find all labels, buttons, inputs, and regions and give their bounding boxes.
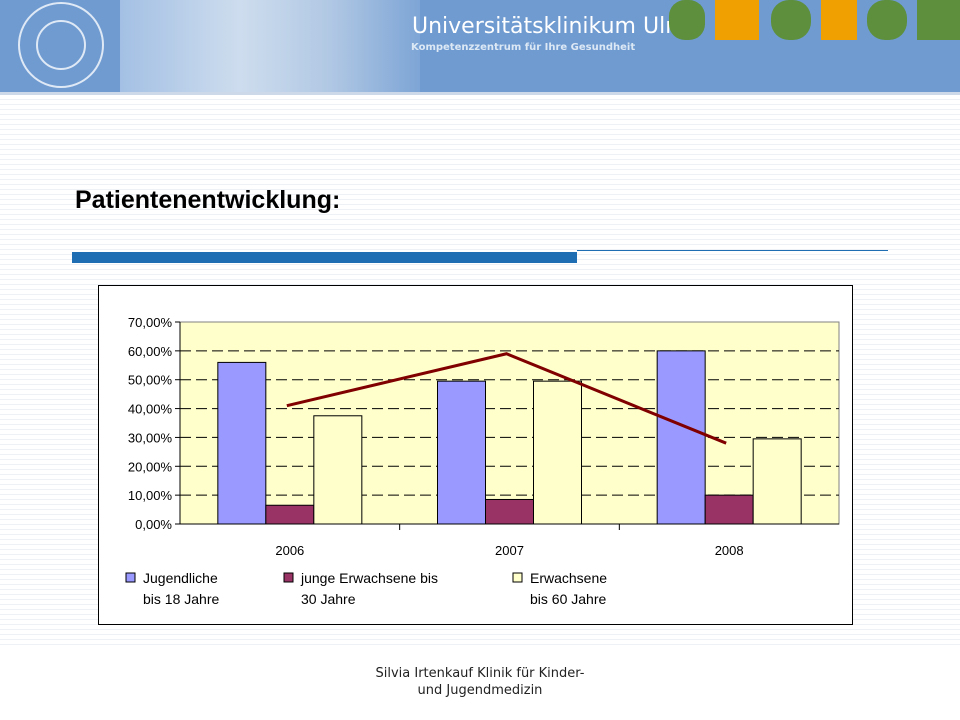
bar: [437, 380, 486, 525]
legend-swatch: [512, 572, 523, 583]
y-tick-label: 40,00%: [128, 402, 173, 417]
page-title: Patientenentwicklung:: [75, 186, 341, 214]
brand-title: Universitätsklinikum Ulm: [412, 14, 687, 39]
bar: [533, 380, 582, 525]
footer-credit: Silvia Irtenkauf Klinik für Kinder- und …: [330, 665, 630, 699]
title-underline-thick: [72, 252, 577, 263]
decor-pattern-icon: [669, 0, 960, 40]
x-tick-label: 2007: [495, 543, 524, 558]
legend-label: Jugendliche: [143, 570, 218, 586]
bar: [752, 438, 802, 525]
x-tick-label: 2006: [275, 543, 304, 558]
y-tick-label: 0,00%: [135, 517, 172, 532]
plot-area: [179, 321, 840, 525]
title-underline-thin: [577, 250, 888, 251]
legend-swatch: [125, 572, 136, 583]
header-photo: [120, 0, 420, 92]
bar: [217, 361, 267, 525]
legend-label: Erwachsene: [530, 570, 607, 586]
bar: [313, 415, 363, 525]
bar: [265, 504, 315, 525]
footer-line-2: und Jugendmedizin: [417, 683, 543, 698]
trend-line: [286, 352, 727, 445]
legend-label: bis 60 Jahre: [530, 591, 606, 607]
bar: [485, 498, 534, 525]
bar: [704, 494, 754, 525]
legend-label: junge Erwachsene bis: [300, 570, 438, 586]
bar: [656, 350, 706, 525]
legend-label: 30 Jahre: [301, 591, 356, 607]
y-tick-label: 10,00%: [128, 488, 173, 503]
bar-chart: 0,00% 10,00% 20,00% 30,00% 40,00% 50,00% 60,00…: [98, 285, 853, 625]
y-tick-label: 20,00%: [128, 459, 173, 474]
legend-swatch: [283, 572, 294, 583]
y-tick-label: 70,00%: [128, 315, 173, 330]
x-tick-label: 2008: [715, 543, 744, 558]
footer-line-1: Silvia Irtenkauf Klinik für Kinder-: [375, 666, 585, 681]
brand-subtitle: Kompetenzzentrum für Ihre Gesundheit: [411, 42, 636, 53]
university-seal-icon: [18, 2, 104, 88]
legend-label: bis 18 Jahre: [143, 591, 219, 607]
header-rule: [0, 92, 960, 95]
y-tick-label: 30,00%: [128, 430, 173, 445]
y-tick-label: 60,00%: [128, 344, 173, 359]
y-tick-label: 50,00%: [128, 373, 173, 388]
header-banner: Universitätsklinikum Ulm Kompetenzzentru…: [0, 0, 960, 92]
